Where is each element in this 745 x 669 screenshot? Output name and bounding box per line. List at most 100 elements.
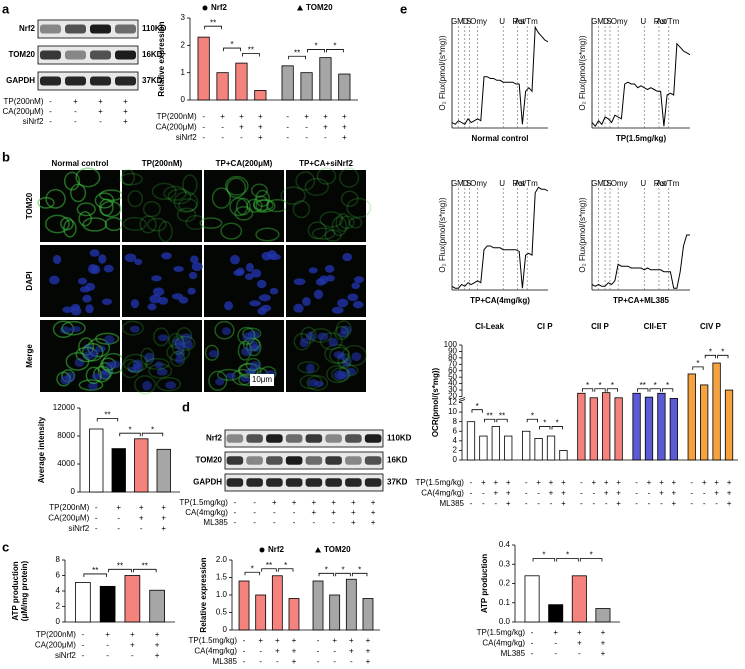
y-axis-label: Relative expression [157, 21, 166, 96]
significance-label: * [543, 419, 546, 428]
condition-mark: + [371, 508, 376, 517]
y-tick-label: 4000 [57, 459, 75, 468]
condition-mark: - [703, 499, 706, 508]
green-signal [142, 200, 161, 218]
green-signal [121, 168, 136, 186]
legend-label: Nrf2 [268, 545, 285, 554]
significance-label: * [666, 381, 669, 390]
nucleus [60, 375, 71, 385]
condition-mark: + [292, 657, 297, 666]
event-label: U [499, 179, 505, 188]
y-tick-label: 30 [448, 385, 457, 394]
significance-bracket [223, 47, 241, 52]
group-title: CI P [537, 322, 553, 331]
bar [197, 36, 210, 101]
green-signal [304, 177, 329, 196]
bar [524, 575, 540, 623]
condition-label: TP(1.5mg/kg) [416, 478, 465, 487]
bar [288, 598, 300, 631]
blot-band [285, 478, 303, 487]
blot-strip [37, 71, 139, 91]
event-label: As/Tm [656, 17, 679, 26]
condition-mark: - [234, 498, 237, 507]
condition-mark: + [616, 478, 621, 487]
nucleus [351, 352, 362, 362]
condition-mark: + [671, 499, 676, 508]
bar [571, 575, 587, 623]
condition-mark: - [253, 498, 256, 507]
condition-mark: - [221, 123, 224, 132]
blot-band [246, 434, 263, 443]
condition-label: TP(200nM) [36, 630, 76, 639]
green-signal [163, 185, 187, 201]
blot-band [345, 434, 362, 443]
flux-trace [591, 234, 690, 289]
condition-mark: - [234, 518, 237, 527]
y-axis-label: O₂ Flux(pmol/(s*mg)) [578, 197, 587, 272]
nucleus [130, 299, 140, 309]
nucleus [347, 293, 359, 302]
green-signal [328, 346, 350, 365]
condition-label: CA(4mg/kg) [194, 647, 237, 656]
y-tick-label: 3 [181, 13, 186, 22]
condition-mark: - [286, 123, 289, 132]
condition-label: CA(4mg/kg) [482, 639, 525, 648]
condition-mark: + [561, 499, 566, 508]
blot-band [266, 456, 283, 465]
green-signal [340, 190, 359, 207]
condition-label: CA(200μM) [48, 514, 89, 523]
condition-mark: - [648, 489, 651, 498]
condition-mark: + [714, 489, 719, 498]
nucleus [249, 300, 261, 307]
green-signal [238, 362, 259, 379]
nucleus [299, 337, 309, 348]
significance-bracket [119, 432, 141, 437]
nucleus [324, 265, 335, 273]
significance-bracket [96, 418, 119, 422]
green-signal [214, 320, 235, 340]
condition-mark: + [292, 647, 297, 656]
y-axis-label: (μM/mg protein) [20, 560, 29, 621]
size-label: 37KD [387, 478, 408, 487]
legend-label: TOM20 [306, 3, 333, 12]
condition-mark: + [349, 647, 354, 656]
nucleus [149, 294, 162, 304]
y-tick-label: 6 [56, 571, 61, 580]
nucleus [306, 363, 315, 374]
green-signal [174, 335, 196, 352]
event-label: Rot [654, 17, 667, 26]
condition-label: siNrf2 [176, 133, 197, 142]
green-signal [309, 328, 332, 343]
condition-mark: + [220, 112, 225, 121]
y-tick-label: 90 [448, 347, 457, 356]
nucleus [293, 278, 306, 286]
condition-mark: - [580, 489, 583, 498]
significance-bracket [579, 558, 603, 562]
bar [589, 397, 598, 461]
condition-mark: + [155, 651, 160, 660]
green-signal [95, 332, 120, 345]
condition-mark: + [714, 478, 719, 487]
condition-mark: - [635, 499, 638, 508]
flux-trace [591, 42, 691, 128]
blot-band [40, 24, 61, 34]
y-tick-label: 12000 [53, 403, 76, 412]
condition-mark: + [349, 636, 354, 645]
event-label: Rot [654, 179, 667, 188]
scale-bar-label: 10μm [252, 375, 273, 384]
condition-mark: - [74, 107, 77, 116]
x-axis-label: Normal control [472, 134, 529, 143]
group-title: CII P [591, 322, 609, 331]
event-label: GM [591, 179, 604, 188]
condition-mark: - [605, 499, 608, 508]
green-signal [216, 368, 241, 381]
nucleus [52, 254, 62, 265]
condition-mark: + [659, 489, 664, 498]
nucleus [302, 296, 311, 307]
event-label: Omy [611, 179, 628, 188]
nucleus [339, 330, 348, 338]
green-signal [75, 167, 101, 188]
condition-mark: + [258, 123, 263, 132]
x-axis-label: TP(1.5mg/kg) [616, 134, 667, 143]
green-signal [348, 216, 363, 229]
